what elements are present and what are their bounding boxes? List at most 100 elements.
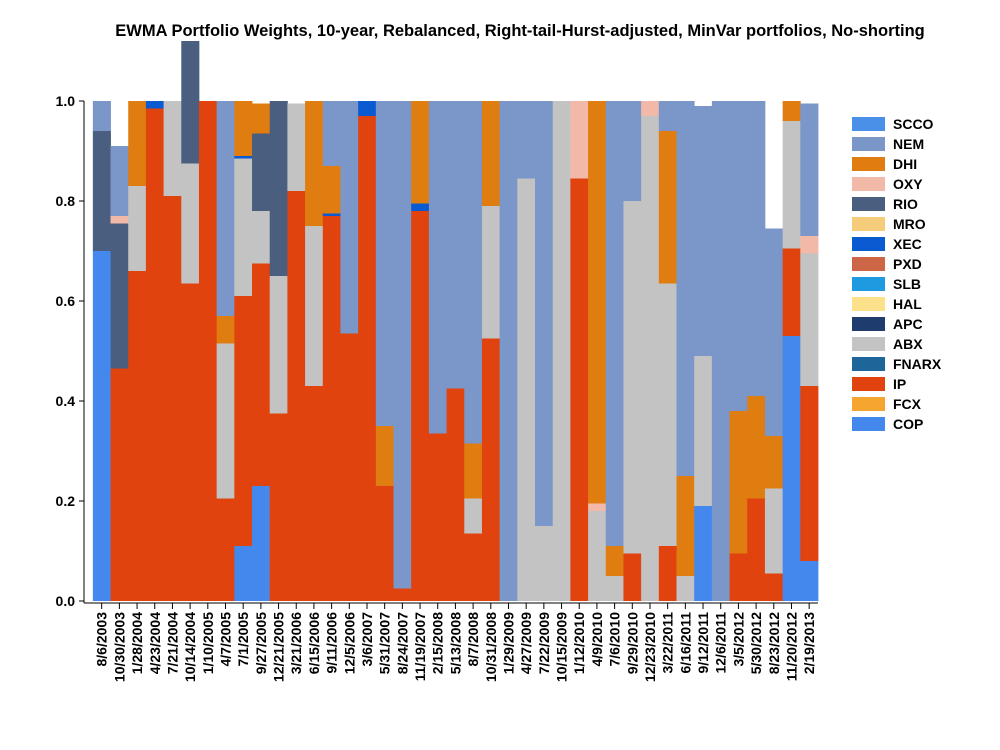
bar-segment-rio-10: [269, 101, 288, 276]
y-tick-label: 0.8: [56, 193, 76, 209]
bar-segment-ip-22: [481, 338, 501, 601]
bar-segment-abx-8: [234, 158, 253, 296]
bar-segment-ip-19: [428, 433, 447, 601]
x-tick-label: 1/12/2010: [571, 612, 587, 674]
legend-swatch: [852, 257, 885, 271]
bar-segment-ip-37: [747, 498, 766, 601]
bar-segment-nem-1: [110, 146, 129, 216]
bar-segment-rio-5: [181, 41, 200, 164]
legend-swatch: [852, 137, 885, 151]
bar-segment-rio-0: [92, 131, 111, 251]
x-tick-label: 10/31/2008: [483, 612, 499, 682]
bar-segment-dhi-7: [216, 316, 235, 344]
legend-label: SLB: [893, 276, 921, 292]
bar-segment-dhi-9: [252, 103, 271, 134]
x-tick-label: 4/27/2009: [518, 612, 534, 674]
bar-segment-nem-20: [446, 101, 465, 389]
bar-segment-ip-21: [464, 533, 483, 601]
bar-segment-nem-32: [658, 101, 677, 131]
bar-segment-xec-15: [358, 101, 377, 116]
legend-item-mro: MRO: [852, 214, 941, 234]
bar-segment-cop-0: [92, 251, 111, 601]
bar-segment-dhi-38: [764, 436, 784, 489]
x-tick-label: 11/19/2007: [412, 612, 428, 682]
bar-segment-dhi-28: [588, 101, 607, 504]
legend-swatch: [852, 417, 885, 431]
x-tick-label: 9/29/2010: [624, 612, 640, 674]
x-tick-label: 5/30/2012: [748, 612, 764, 674]
legend-label: APC: [893, 316, 923, 332]
legend-label: PXD: [893, 256, 922, 272]
bar-segment-rio-9: [252, 133, 271, 211]
x-tick-label: 7/6/2010: [607, 612, 623, 667]
bar-segment-ip-20: [446, 388, 465, 601]
bar-segment-nem-23: [499, 101, 518, 601]
bar-segment-ip-8: [234, 296, 253, 546]
bar-segment-xec-13: [322, 213, 341, 216]
legend-label: COP: [893, 416, 924, 432]
bar-segment-ip-18: [411, 211, 430, 601]
bar-segment-ip-36: [729, 553, 748, 601]
bar-segment-ip-10: [269, 413, 288, 601]
bar-segment-oxy-31: [641, 101, 660, 116]
x-tick-label: 1/29/2009: [500, 612, 516, 674]
legend: SCCO NEM DHI OXY RIO MRO XEC PXD SLB HAL APC ABX FNA…: [852, 114, 941, 434]
bar-segment-ip-2: [128, 271, 147, 601]
bar-segment-cop-39: [782, 336, 801, 601]
bar-segment-abx-5: [181, 163, 200, 284]
x-tick-label: 3/5/2012: [730, 612, 746, 667]
legend-item-fcx: FCX: [852, 394, 941, 414]
legend-label: HAL: [893, 296, 922, 312]
bar-segment-nem-0: [92, 101, 111, 131]
x-tick-label: 12/5/2006: [341, 612, 357, 674]
bar-segment-nem-16: [375, 101, 394, 426]
bar-segment-abx-29: [605, 576, 624, 601]
legend-item-abx: ABX: [852, 334, 941, 354]
bar-segment-abx-25: [535, 526, 554, 601]
legend-item-scco: SCCO: [852, 114, 941, 134]
bar-segment-abx-32: [658, 283, 677, 546]
legend-label: DHI: [893, 156, 918, 172]
legend-swatch: [852, 297, 885, 311]
bar-segment-rio-1: [110, 223, 129, 369]
legend-label: OXY: [893, 176, 923, 192]
legend-swatch: [852, 197, 885, 211]
y-tick-label: 0.6: [56, 293, 76, 309]
bar-segment-ip-12: [305, 386, 324, 601]
bar-segment-nem-7: [216, 101, 235, 316]
bar-segment-ip-14: [340, 333, 359, 601]
bar-segment-dhi-12: [305, 101, 324, 226]
bar-segment-abx-10: [269, 276, 288, 414]
x-tick-label: 9/12/2011: [695, 612, 711, 674]
legend-label: FNARX: [893, 356, 942, 372]
legend-item-rio: RIO: [852, 194, 941, 214]
y-tick-label: 0.0: [56, 593, 76, 609]
legend-item-dhi: DHI: [852, 154, 941, 174]
bar-segment-ip-3: [145, 108, 164, 601]
bar-segment-nem-30: [623, 101, 642, 201]
legend-swatch: [852, 317, 885, 331]
bar-segment-ip-4: [163, 196, 182, 601]
bar-segment-nem-35: [711, 101, 730, 601]
legend-label: ABX: [893, 336, 923, 352]
x-tick-label: 4/23/2004: [147, 612, 163, 674]
x-tick-label: 12/23/2010: [642, 612, 658, 682]
legend-label: SCCO: [893, 116, 934, 132]
legend-swatch: [852, 277, 885, 291]
bar-segment-ip-30: [623, 553, 642, 601]
bar-segment-abx-26: [552, 101, 571, 601]
legend-item-cop: COP: [852, 414, 941, 434]
x-tick-label: 4/7/2005: [217, 612, 233, 667]
x-tick-label: 6/15/2006: [306, 612, 322, 674]
bar-segment-nem-33: [676, 101, 695, 476]
legend-swatch: [852, 177, 885, 191]
x-tick-label: 7/22/2009: [536, 612, 552, 674]
bar-segments: [92, 41, 819, 601]
bar-segment-abx-30: [623, 201, 642, 554]
x-tick-label: 8/24/2007: [394, 612, 410, 674]
x-tick-label: 10/14/2004: [182, 612, 198, 682]
legend-item-fnarx: FNARX: [852, 354, 941, 374]
bar-segment-ip-16: [375, 486, 394, 601]
y-tick-label: 0.2: [56, 493, 76, 509]
x-tick-label: 3/21/2006: [288, 612, 304, 674]
